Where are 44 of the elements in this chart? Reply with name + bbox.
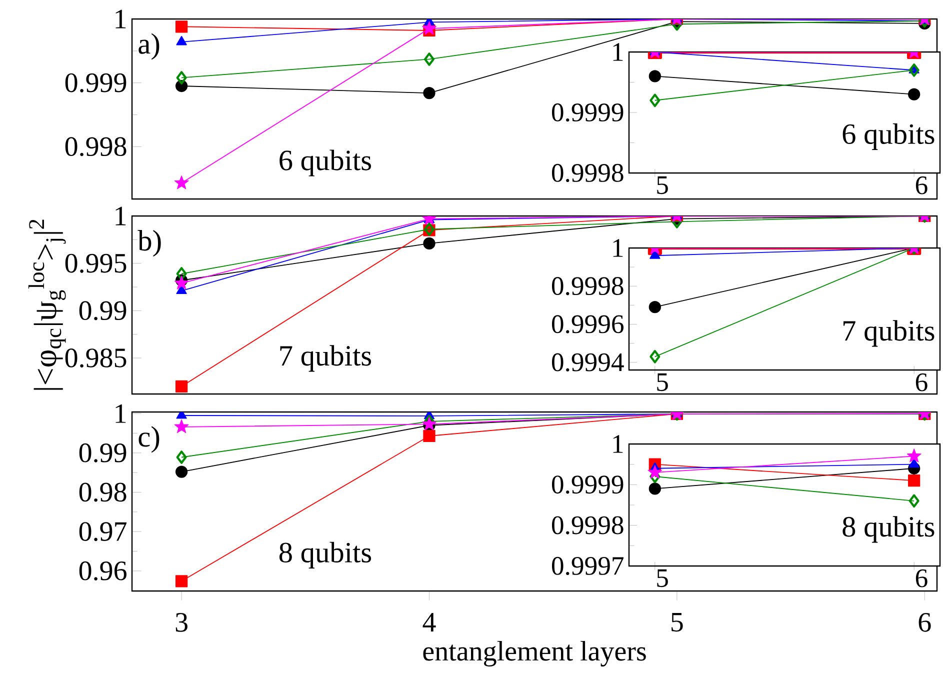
x-tick-label: 3 xyxy=(176,613,188,632)
y-tick-label: 0.9998 xyxy=(552,164,624,182)
text: |<φ$_{qc}$|ψ$_{g}$$^{loc}$>$_{j}$|$^{2}$ xyxy=(28,220,66,390)
annotation: 6 qubits xyxy=(280,150,371,176)
y-tick-label: 0.9998 xyxy=(552,277,624,296)
y-tick-label: 1 xyxy=(116,10,126,28)
annotation: 8 qubits xyxy=(842,516,934,543)
x-tick-label: 6 xyxy=(918,613,931,632)
x-tick-label: 6 xyxy=(916,373,928,392)
y-tick-label: 0.97 xyxy=(79,522,126,542)
x-tick-label: 5 xyxy=(672,613,683,632)
y-tick-label: 0.9999 xyxy=(552,476,624,494)
x-tick-label: 6 xyxy=(916,569,928,588)
annotation: 6 qubits xyxy=(842,123,934,150)
y-tick-label: 1 xyxy=(613,43,623,61)
annotation: 7 qubits xyxy=(280,345,372,372)
y-tick-label: 1 xyxy=(613,435,623,453)
annotation: c) xyxy=(138,426,160,453)
y-tick-label: 0.99 xyxy=(79,301,126,320)
annotation: 8 qubits xyxy=(279,542,372,568)
y-tick-label: 0.998 xyxy=(65,137,126,156)
y-tick-label: 1 xyxy=(613,239,623,257)
annotation: a) xyxy=(138,33,160,60)
x-tick-label: 5 xyxy=(657,176,668,194)
annotation: 7 qubits xyxy=(844,320,934,347)
y-tick-label: 1 xyxy=(116,404,126,423)
x-tick-label: 4 xyxy=(422,613,436,632)
y-tick-label: 0.9997 xyxy=(552,556,624,576)
y-tick-label: 0.96 xyxy=(79,561,126,580)
y-tick-label: 1 xyxy=(116,206,126,226)
y-tick-label: 0.9994 xyxy=(552,353,624,372)
y-tick-label: 0.9999 xyxy=(552,103,624,122)
y-tick-label: 0.985 xyxy=(65,348,126,368)
x-tick-label: 5 xyxy=(657,569,668,588)
y-tick-label: 0.995 xyxy=(65,254,126,273)
x-tick-label: 5 xyxy=(657,373,668,392)
annotation: b) xyxy=(138,230,161,257)
y-tick-label: 0.9996 xyxy=(552,315,624,334)
x-tick-label: 6 xyxy=(916,176,928,194)
x-axis-title: entanglement layers xyxy=(423,640,646,666)
y-tick-label: 0.999 xyxy=(65,73,126,92)
y-tick-label: 0.98 xyxy=(79,482,126,502)
y-tick-label: 0.99 xyxy=(79,443,126,462)
y-tick-label: 0.9998 xyxy=(552,516,624,534)
